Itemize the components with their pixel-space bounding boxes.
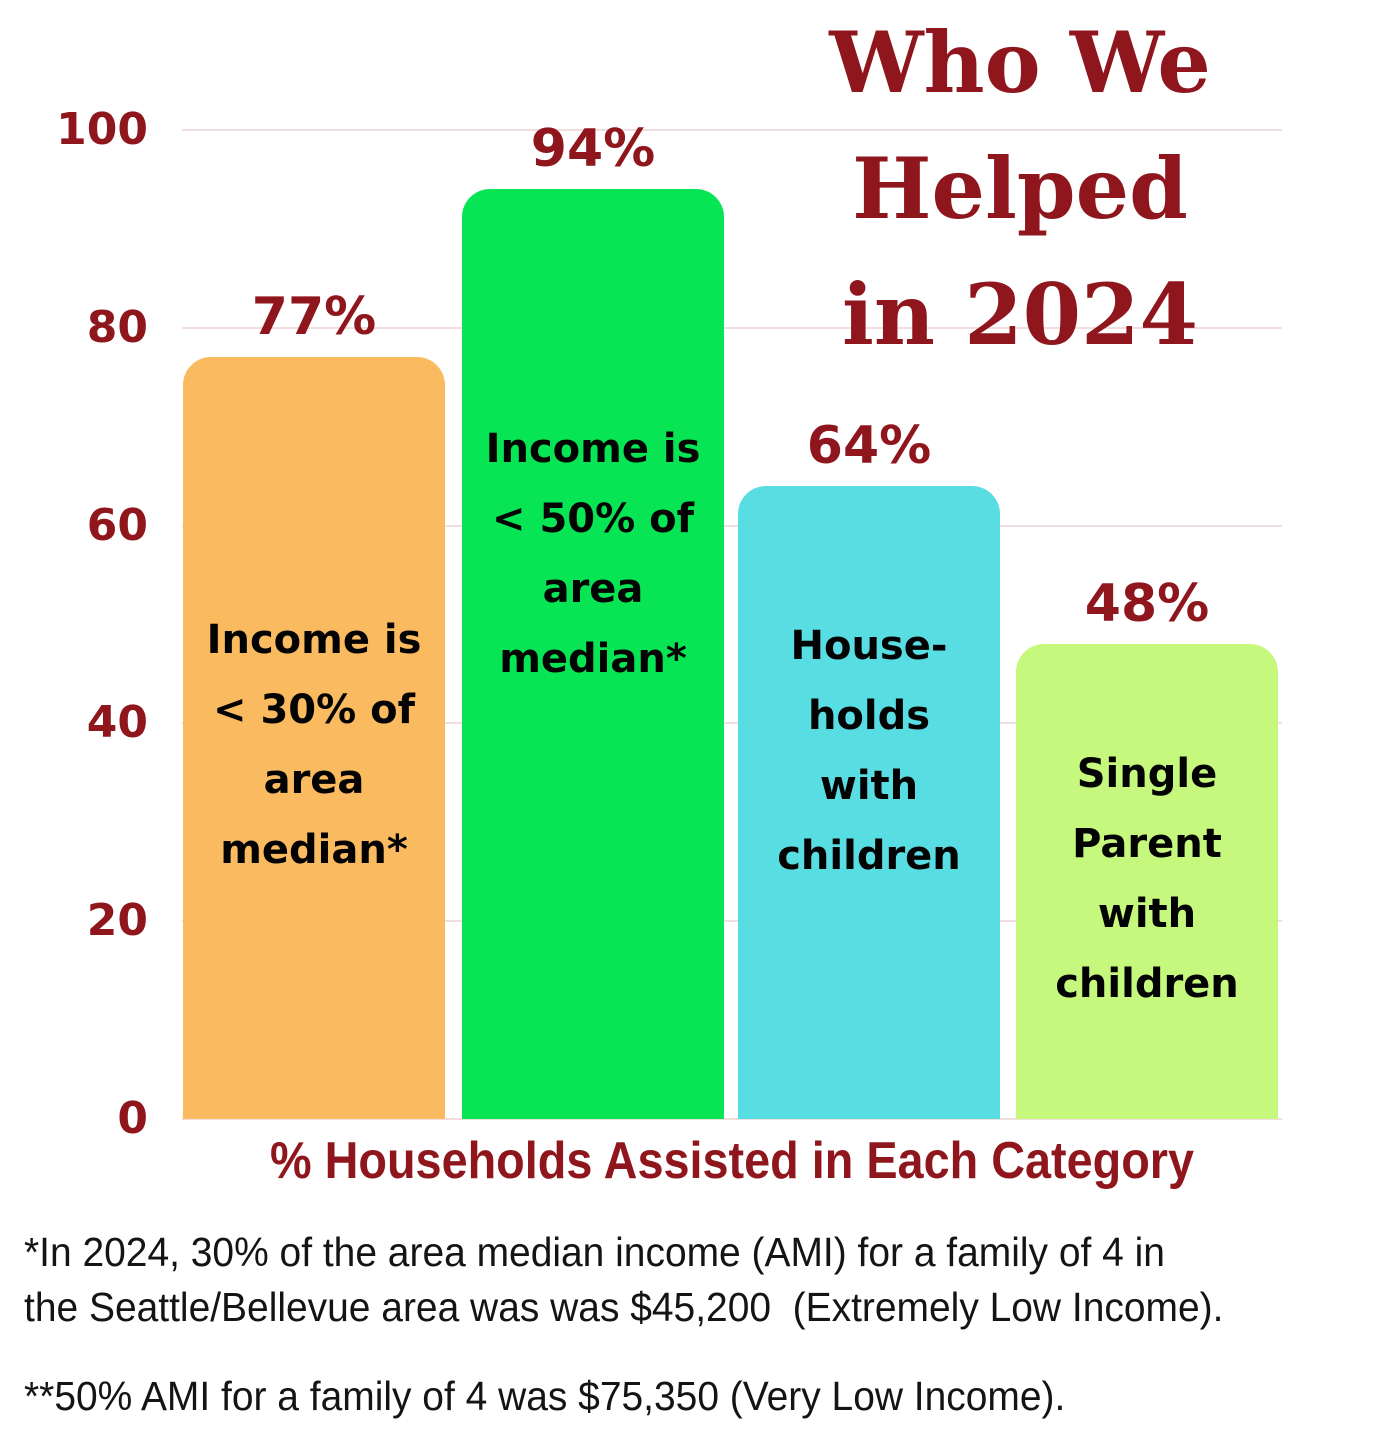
y-axis-tick-label: 20 [86,895,148,947]
bar-single-parent-with-children: Single Parent with children [1016,644,1278,1119]
bar-category-label: Single Parent with children [1055,750,1239,1007]
bar-category-label: Income is < 50% of area median* [485,426,701,683]
y-axis-tick-label: 80 [86,301,148,353]
bar-income-below-30pct-ami: Income is < 30% of area median* [183,357,445,1119]
bar-income-below-50pct-ami: Income is < 50% of area median* [462,189,724,1119]
bar-category-label: House- holds with children [777,622,961,879]
gridline [182,129,1282,131]
gridline [182,326,1282,329]
chart-title: Who We Helped in 2024 [829,13,1211,364]
gridline [182,722,1282,725]
bar-value-label: 64% [806,416,932,477]
bar-value-label: 48% [1084,574,1210,635]
bar-category-label: Income is < 30% of area median* [206,617,422,874]
x-axis-label: % Households Assisted in Each Category [269,1132,1195,1190]
gridline [182,524,1282,527]
bar-households-with-children: House- holds with children [738,486,1000,1119]
gridline [182,1118,1282,1120]
bar-value-label: 94% [530,119,656,180]
footnote-1: *In 2024, 30% of the area median income … [24,1229,1224,1330]
gridline [182,920,1282,923]
y-axis-tick-label: 100 [56,104,148,155]
bar-value-label: 77% [251,287,377,348]
footnotes: *In 2024, 30% of the area median income … [24,1225,1321,1424]
y-axis-tick-label: 40 [86,697,148,749]
y-axis-tick-label: 60 [86,499,148,551]
footnote-2: **50% AMI for a family of 4 was $75,350 … [24,1373,1066,1419]
y-axis-tick-label: 0 [117,1093,148,1144]
